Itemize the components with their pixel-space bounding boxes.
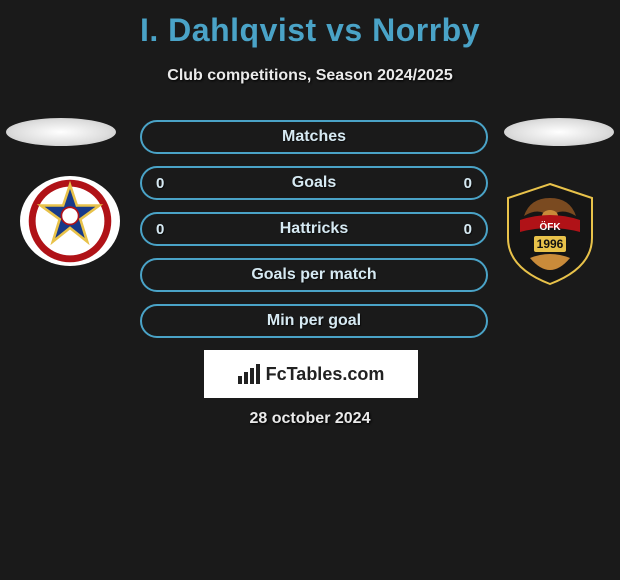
svg-text:1996: 1996	[537, 237, 564, 251]
decorative-ellipse-right	[504, 118, 614, 146]
stat-label: Goals per match	[251, 266, 376, 284]
stat-label: Min per goal	[267, 312, 361, 330]
stat-row-hattricks: 0 Hattricks 0	[140, 212, 488, 246]
stats-panel: Matches 0 Goals 0 0 Hattricks 0 Goals pe…	[140, 120, 488, 350]
stat-value-left: 0	[156, 221, 164, 238]
svg-text:ÖFK: ÖFK	[539, 220, 561, 233]
stat-value-right: 0	[464, 221, 472, 238]
page-subtitle: Club competitions, Season 2024/2025	[0, 67, 620, 85]
stat-value-right: 0	[464, 175, 472, 192]
decorative-ellipse-left	[6, 118, 116, 146]
stat-row-min-per-goal: Min per goal	[140, 304, 488, 338]
stat-row-goals: 0 Goals 0	[140, 166, 488, 200]
stat-value-left: 0	[156, 175, 164, 192]
bar-chart-icon	[238, 364, 262, 384]
stat-label: Matches	[282, 128, 346, 146]
brand-text: FcTables.com	[266, 364, 385, 385]
ostersunds-crest-icon: ÖFK 1996	[500, 180, 600, 288]
team-crest-left	[20, 176, 120, 266]
team-crest-right: ÖFK 1996	[500, 180, 600, 288]
stat-label: Hattricks	[280, 220, 348, 238]
stat-label: Goals	[292, 174, 336, 192]
stat-row-matches: Matches	[140, 120, 488, 154]
orgryte-crest-icon	[27, 178, 113, 264]
date-label: 28 october 2024	[0, 410, 620, 428]
page-title: I. Dahlqvist vs Norrby	[0, 0, 620, 49]
brand-logo[interactable]: FcTables.com	[204, 350, 418, 398]
stat-row-goals-per-match: Goals per match	[140, 258, 488, 292]
